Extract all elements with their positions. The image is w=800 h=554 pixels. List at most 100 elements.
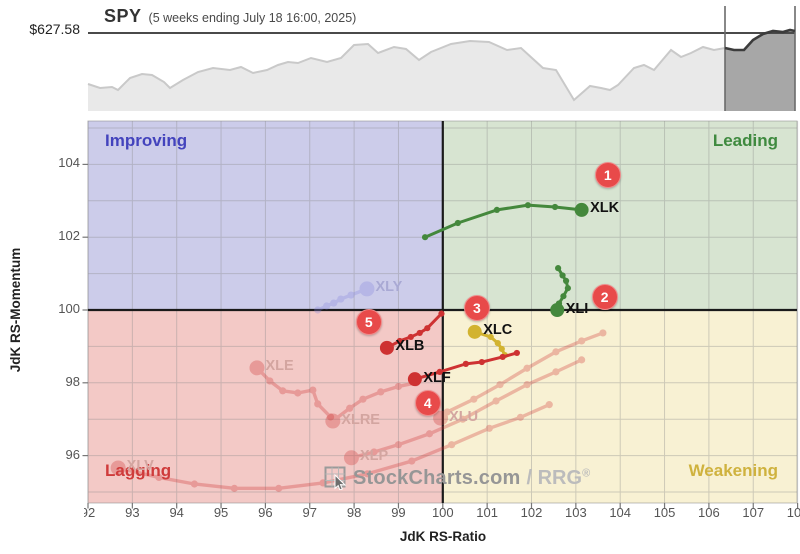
xlb-tail-dot	[438, 310, 445, 317]
xlu-tail-dot	[578, 337, 586, 345]
xlre-marker[interactable]	[325, 413, 341, 429]
xlc-marker[interactable]	[467, 324, 482, 339]
xly-tail-dot	[337, 295, 345, 303]
quadrant-label-improving: Improving	[105, 131, 188, 150]
xlv-label[interactable]: XLV	[126, 458, 154, 475]
xlp-marker[interactable]	[343, 450, 359, 466]
quadrant-label-leading: Leading	[712, 131, 778, 150]
xlb-marker[interactable]	[379, 340, 394, 355]
y-axis-title: JdK RS-Momentum	[8, 247, 23, 373]
xle-tail-dot	[314, 400, 322, 408]
xle-tail-dot	[294, 389, 302, 397]
xli-marker[interactable]	[550, 303, 565, 317]
xlf-marker[interactable]	[407, 372, 422, 387]
xly-label[interactable]: XLY	[375, 279, 403, 296]
xlf-tail-dot	[499, 353, 506, 361]
xlp-tail-dot	[370, 448, 378, 456]
xlu-tail-dot	[523, 364, 531, 372]
xlb-label[interactable]: XLB	[395, 338, 425, 355]
xlre-tail-dot	[377, 388, 385, 396]
xlk-tail-line	[423, 203, 584, 239]
y-tick-label: 98	[65, 373, 80, 389]
x-tick-label: 96	[258, 505, 273, 520]
tail-xlf	[407, 349, 520, 387]
xlu-tail-line	[438, 331, 605, 420]
x-tick-label: 99	[391, 505, 406, 520]
xly-marker[interactable]	[359, 281, 375, 297]
x-axis-tick-labels: 92 93 94 95 96 97 98 99 100 101 102 103 104 105 106 107…	[84, 505, 800, 525]
xlre-label[interactable]: XLRE	[341, 411, 380, 428]
xlp-tail-dot	[425, 430, 434, 438]
xli-tail-dot	[562, 277, 570, 284]
xlu-tail-dot	[552, 348, 560, 356]
xlk-tail-dot	[421, 234, 429, 241]
xlk-label[interactable]: XLK	[590, 200, 620, 217]
period-note: (5 weeks ending July 18 16:00, 2025)	[148, 11, 357, 25]
xlf-tail-dot	[513, 349, 520, 357]
xle-tail-dot	[326, 413, 335, 421]
y-tick-label: 102	[58, 228, 80, 244]
xlp-tail-dot	[578, 356, 586, 364]
y-tick-label: 100	[58, 301, 80, 316]
tail-xle	[249, 360, 335, 421]
axis-ticks	[82, 163, 799, 509]
xli-tail-dot	[564, 285, 571, 292]
tail-xlu	[433, 329, 607, 426]
xlf-tail-dot	[478, 358, 485, 366]
xlv-tail-dot	[230, 484, 238, 492]
badge-3: 3	[463, 295, 490, 322]
xle-label[interactable]: XLE	[265, 358, 294, 375]
tail-xlk	[421, 202, 589, 241]
xlf-label[interactable]: XLF	[423, 369, 451, 386]
x-tick-label: 92	[84, 505, 96, 520]
quadrant-weakening	[442, 310, 797, 503]
xle-marker[interactable]	[249, 360, 265, 376]
quadrant-label-weakening: Weakening	[688, 461, 778, 480]
xlv-tail-dot	[190, 480, 199, 488]
last-price-label: $627.58	[29, 21, 80, 37]
xlu-label[interactable]: XLU	[449, 408, 479, 425]
xlc-label[interactable]: XLC	[483, 322, 513, 339]
xlp-label[interactable]: XLP	[359, 448, 389, 465]
y-tick-label: 96	[65, 446, 80, 462]
xlf-tail-dot	[436, 368, 443, 375]
xly-tail-dot	[314, 306, 322, 314]
xly-tail-dot	[323, 302, 331, 310]
x-tick-label: 98	[346, 505, 362, 520]
xli-label[interactable]: XLI	[565, 300, 589, 317]
grid	[87, 121, 799, 503]
x-tick-label: 100	[431, 505, 454, 520]
xlp-tail-dot	[459, 415, 467, 423]
xlc-tail-dot	[498, 345, 505, 353]
xlf-tail-dot	[462, 360, 469, 367]
tail-xly	[314, 281, 375, 314]
xlu-marker[interactable]	[433, 410, 449, 426]
xlb-tail-dot	[416, 329, 423, 337]
xlre-tail-dot	[359, 395, 367, 403]
x-tick-label: 97	[302, 505, 317, 520]
xlv-tail-dot	[485, 424, 493, 432]
spy-line-highlight	[724, 28, 796, 52]
x-tick-label: 93	[125, 505, 140, 520]
x-tick-label: 107	[742, 505, 765, 520]
quadrant-improving	[88, 121, 443, 310]
tail-xlb	[379, 310, 445, 355]
xlp-tail-line	[349, 358, 584, 460]
badge-1: 1	[594, 162, 621, 189]
tail-xlre	[325, 379, 420, 429]
watermark-brand: StockCharts.com	[353, 466, 521, 489]
quadrant-fills	[88, 121, 797, 503]
x-tick-label: 94	[169, 505, 184, 520]
xlb-tail-dot	[407, 333, 414, 341]
xle-tail-dot	[266, 377, 274, 385]
tail-xli	[550, 265, 571, 317]
xli-tail-dot	[560, 293, 567, 300]
xlu-tail-dot	[496, 381, 504, 389]
xlv-marker[interactable]	[110, 460, 126, 476]
xlre-tail-line	[331, 381, 418, 423]
xlb-tail-dot	[424, 325, 431, 332]
badge-2: 2	[591, 283, 618, 310]
symbol-title: SPY	[104, 6, 142, 26]
xlk-marker[interactable]	[574, 202, 589, 217]
chart-title: SPY (5 weeks ending July 18 16:00, 2025)	[104, 6, 356, 27]
